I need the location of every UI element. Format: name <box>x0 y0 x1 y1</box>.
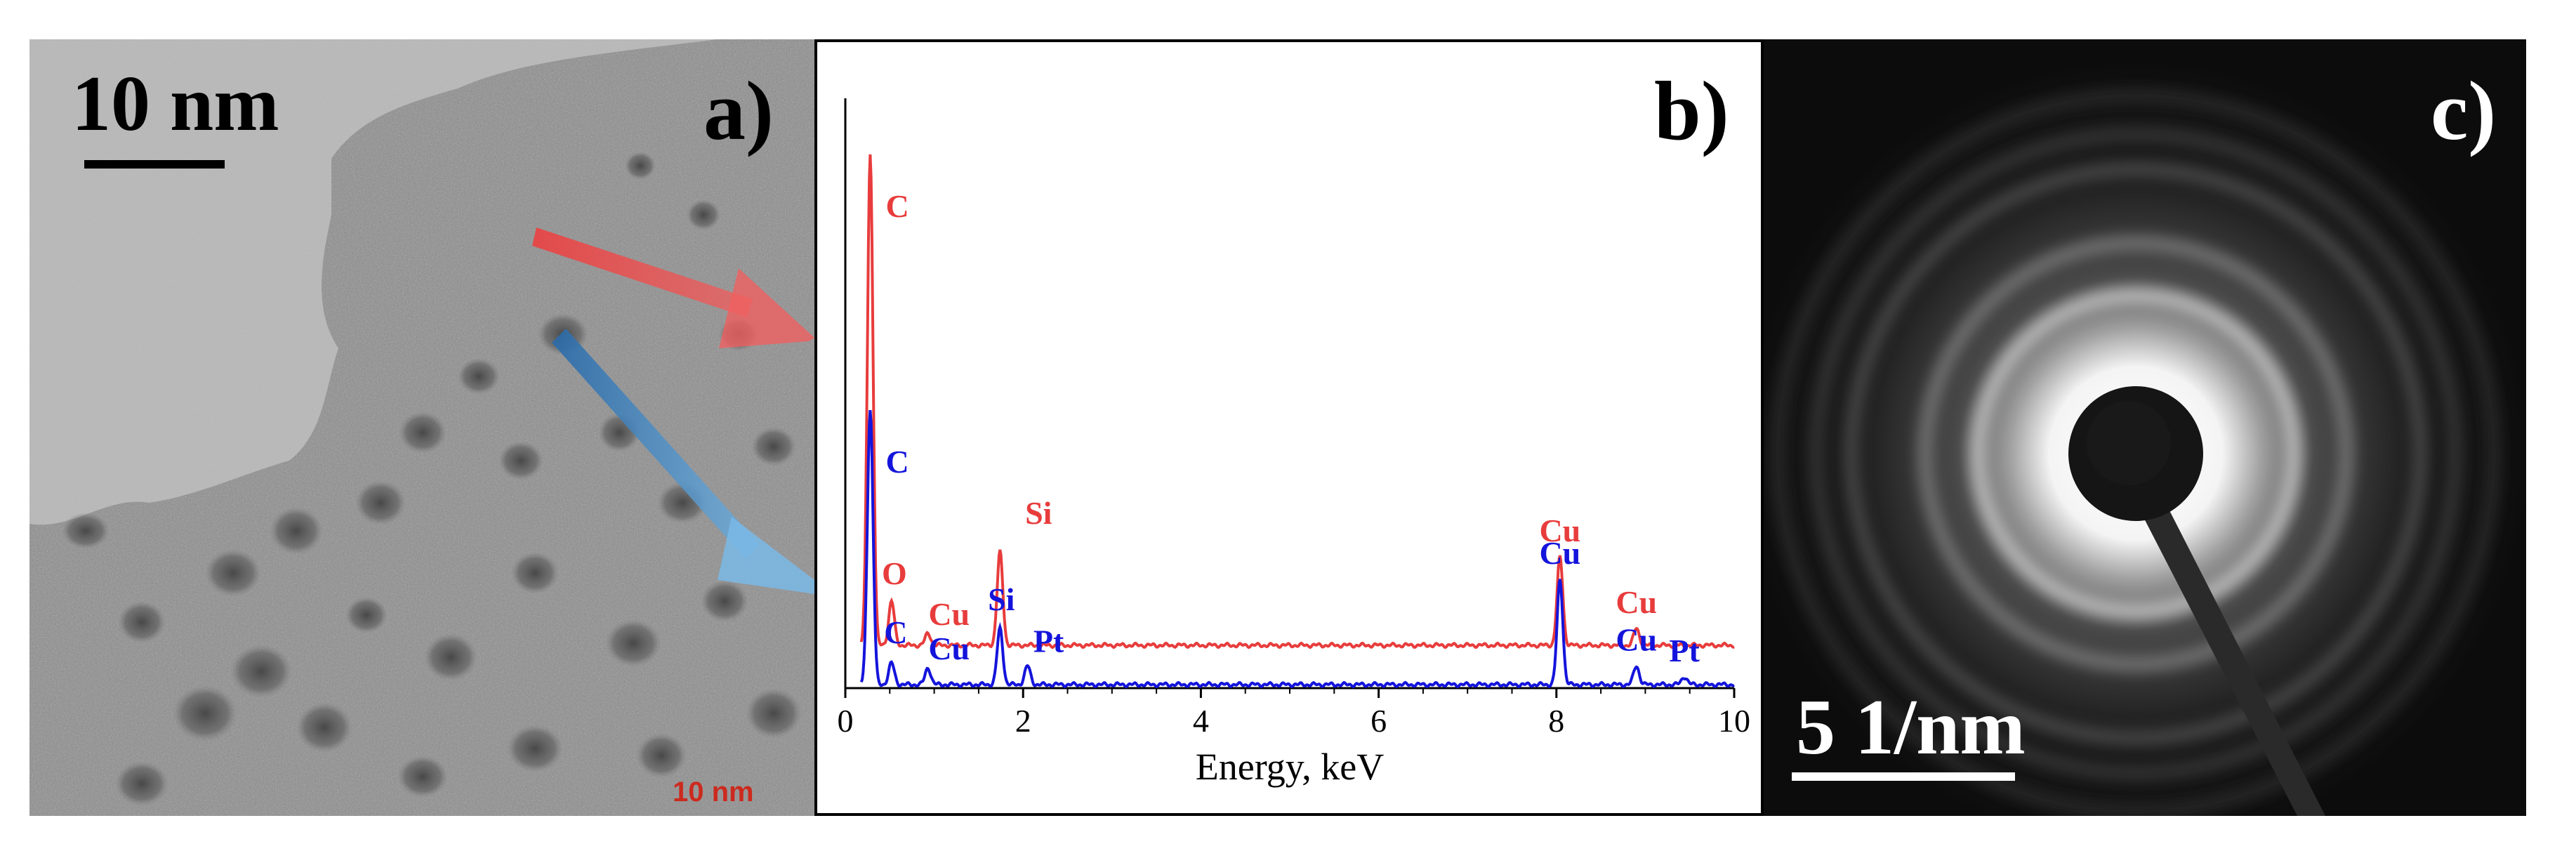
nanoparticles <box>62 152 802 806</box>
x-tick-label: 0 <box>838 703 854 739</box>
x-tick-label: 8 <box>1548 703 1564 739</box>
panel-c-saed-pattern: c) 5 1/nm <box>1764 39 2526 816</box>
peak-label-c: C <box>885 444 909 480</box>
diffraction-rings <box>1772 90 2499 816</box>
x-tick-label: 6 <box>1370 703 1387 739</box>
scale-bar-label-c: 5 1/nm <box>1796 684 2026 771</box>
peak-label-c: C <box>884 614 907 650</box>
spectrum-line-2 <box>859 409 1735 689</box>
panel-label-c: c) <box>2431 64 2497 157</box>
peak-label-pt: Pt <box>1033 623 1064 659</box>
x-tick-label: 2 <box>1015 703 1031 739</box>
peak-label-si: Si <box>988 581 1015 617</box>
spectrum-line-1 <box>859 154 1735 650</box>
x-tick-label: 10 <box>1718 703 1750 739</box>
peak-label-si: Si <box>1025 495 1052 531</box>
x-tick-label: 4 <box>1193 703 1209 739</box>
eds-arrow-red <box>532 228 814 348</box>
panel-label-a: a) <box>704 64 774 157</box>
peak-label-cu: Cu <box>1539 535 1580 571</box>
peak-label-cu: Cu <box>928 596 970 632</box>
peak-label-c: C <box>885 188 909 224</box>
beam-stop <box>2068 386 2325 816</box>
peak-label-cu: Cu <box>1539 513 1580 548</box>
peak-label-o: O <box>882 555 907 591</box>
x-axis-label: Energy, keV <box>1196 746 1384 788</box>
scale-watermark-a: 10 nm <box>673 777 754 807</box>
peak-label-cu: Cu <box>928 631 970 666</box>
peak-label-cu: Cu <box>1616 584 1657 620</box>
scale-bar-c <box>1792 772 2015 781</box>
tem-micrograph <box>29 39 814 816</box>
panel-label-b: b) <box>1654 64 1729 157</box>
panel-a-tem-image: 10 nm a) 10 nm <box>29 39 814 816</box>
diffraction-pattern <box>1764 39 2526 816</box>
scale-bar-label-a: 10 nm <box>72 60 279 147</box>
panel-b-eds-spectra: 0 2 4 6 8 10 Energy, keV C O Cu Si Cu Cu C C Cu Si Pt Cu Cu… <box>814 39 1764 816</box>
eds-arrow-blue <box>552 329 814 594</box>
peak-label-pt: Pt <box>1669 633 1700 668</box>
peak-label-cu: Cu <box>1616 621 1657 657</box>
scale-bar-a <box>84 160 225 169</box>
